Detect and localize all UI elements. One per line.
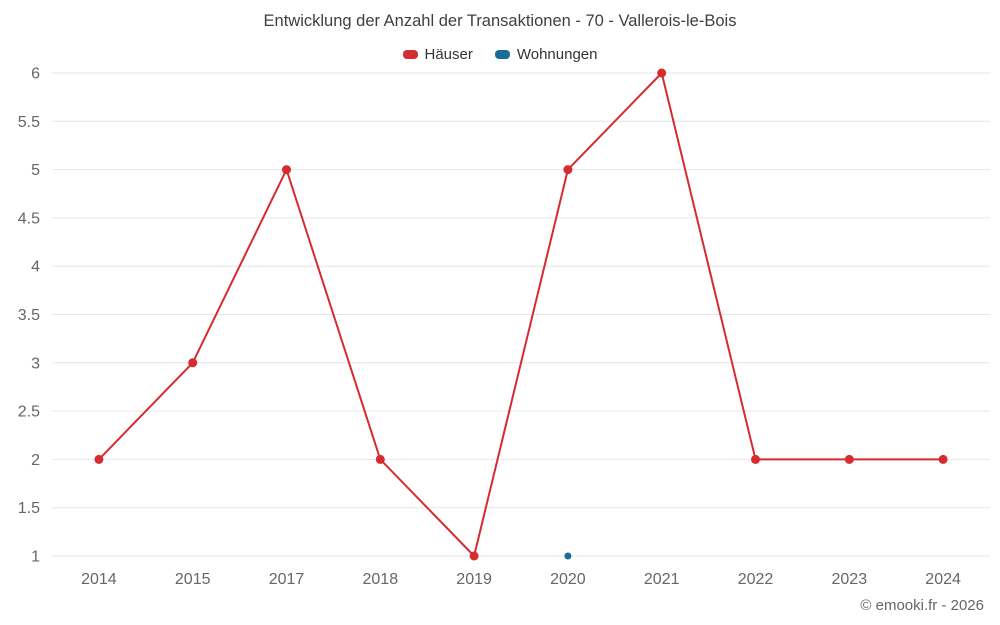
wohnungen-swatch-icon (494, 50, 510, 59)
svg-text:2017: 2017 (269, 571, 305, 588)
svg-text:2022: 2022 (738, 571, 774, 588)
svg-text:5.5: 5.5 (18, 114, 40, 131)
svg-text:6: 6 (31, 66, 40, 83)
svg-text:2021: 2021 (644, 571, 680, 588)
svg-text:2015: 2015 (175, 571, 211, 588)
svg-text:3.5: 3.5 (18, 307, 40, 324)
svg-text:2: 2 (31, 452, 40, 469)
svg-text:2020: 2020 (550, 571, 586, 588)
svg-text:4: 4 (31, 259, 40, 276)
svg-text:2024: 2024 (925, 571, 961, 588)
svg-text:2023: 2023 (832, 571, 868, 588)
svg-text:2018: 2018 (363, 571, 399, 588)
chart-legend: Häuser Wohnungen (0, 46, 1000, 63)
svg-text:5: 5 (31, 162, 40, 179)
chart-title: Entwicklung der Anzahl der Transaktionen… (263, 12, 737, 30)
svg-text:4.5: 4.5 (18, 210, 40, 227)
legend-label-haeuser: Häuser (424, 46, 473, 63)
legend-label-wohnungen: Wohnungen (516, 46, 598, 63)
legend-item-wohnungen[interactable]: Wohnungen (494, 46, 598, 63)
svg-text:2014: 2014 (81, 571, 117, 588)
haeuser-swatch-icon (402, 50, 418, 59)
legend-item-haeuser[interactable]: Häuser (402, 46, 473, 63)
svg-text:1: 1 (31, 549, 40, 566)
svg-text:3: 3 (31, 355, 40, 372)
copyright: © emooki.fr - 2026 (860, 597, 984, 614)
svg-text:1.5: 1.5 (18, 500, 40, 517)
svg-text:2019: 2019 (456, 571, 492, 588)
svg-text:2.5: 2.5 (18, 404, 40, 421)
